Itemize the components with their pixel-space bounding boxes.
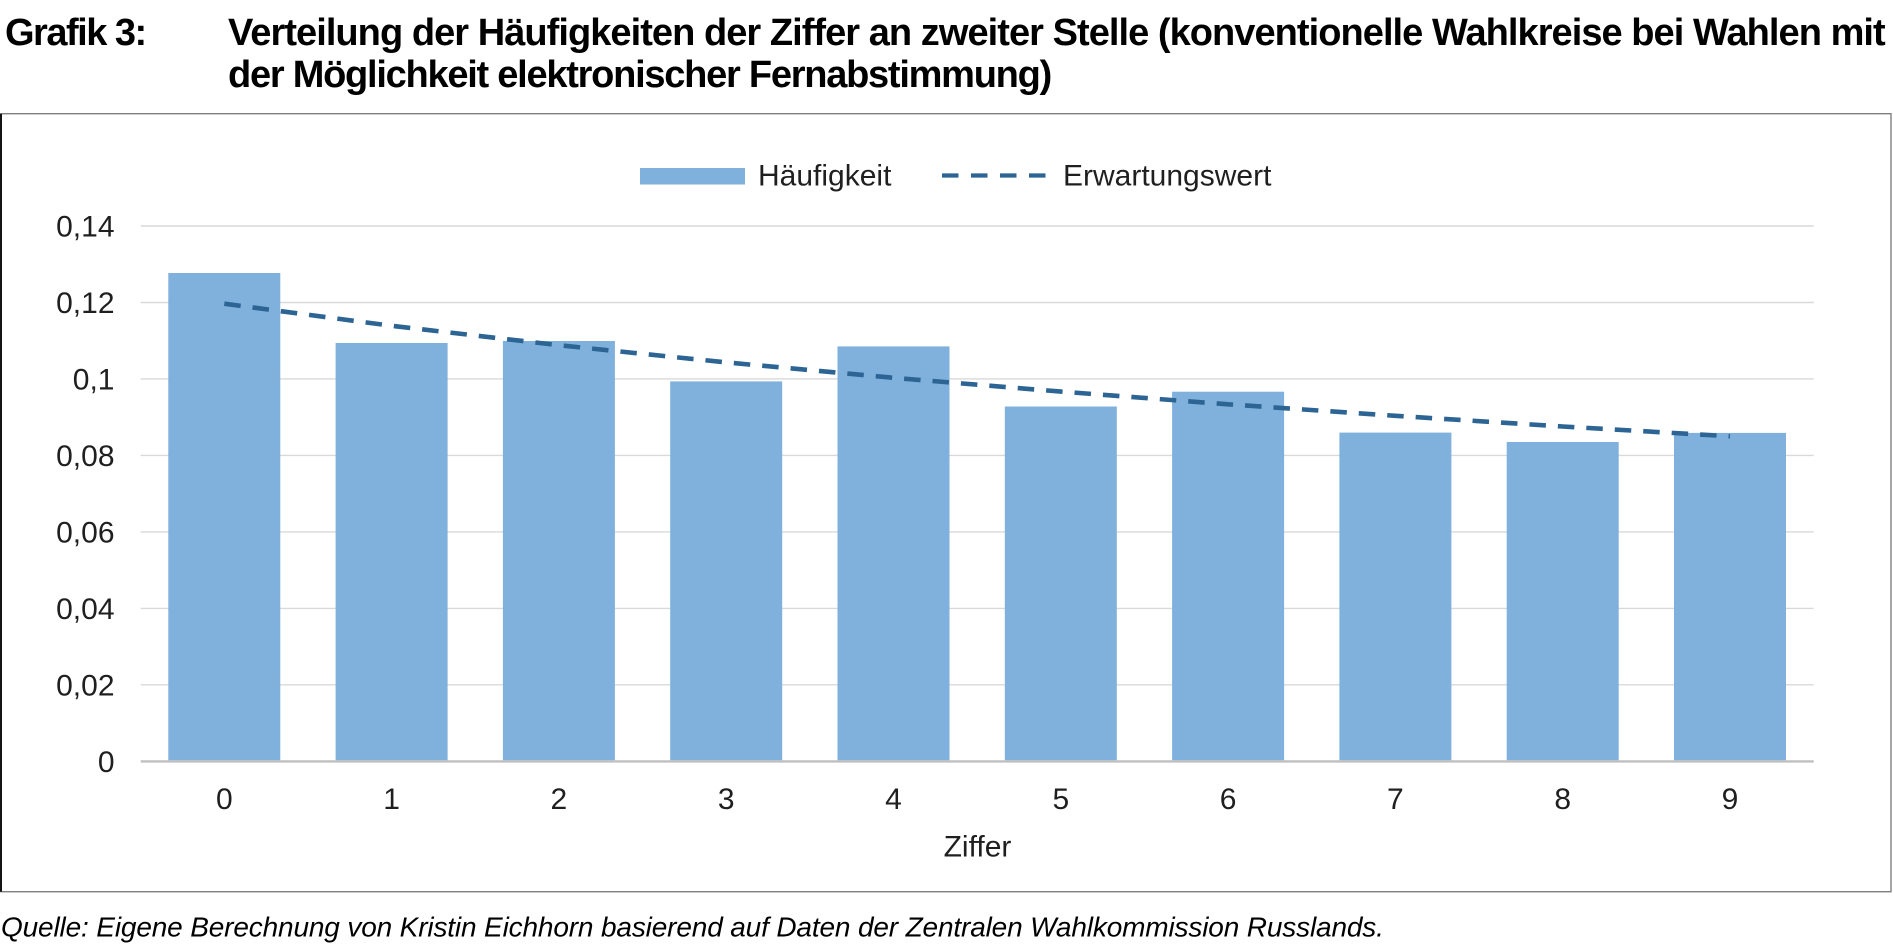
svg-text:1: 1 (383, 783, 400, 816)
svg-text:9: 9 (1722, 783, 1739, 816)
svg-text:0,12: 0,12 (56, 287, 114, 320)
svg-text:0,02: 0,02 (56, 670, 114, 703)
svg-text:0,06: 0,06 (56, 517, 114, 550)
svg-text:0,1: 0,1 (73, 364, 115, 397)
svg-text:der Möglichkeit elektronischer: der Möglichkeit elektronischer Fernabsti… (228, 54, 1051, 96)
svg-text:0,04: 0,04 (56, 593, 114, 626)
svg-text:Grafik 3:: Grafik 3: (5, 12, 146, 54)
svg-text:4: 4 (885, 783, 902, 816)
svg-text:Quelle: Eigene Berechnung von: Quelle: Eigene Berechnung von Kristin Ei… (1, 912, 1384, 943)
svg-text:2: 2 (551, 783, 568, 816)
svg-text:3: 3 (718, 783, 735, 816)
svg-text:Verteilung der Häufigkeiten de: Verteilung der Häufigkeiten der Ziffer a… (228, 12, 1886, 54)
svg-text:Ziffer: Ziffer (944, 831, 1012, 864)
svg-text:0: 0 (98, 746, 115, 779)
svg-text:Erwartungswert: Erwartungswert (1063, 160, 1272, 193)
svg-text:8: 8 (1554, 783, 1571, 816)
svg-text:0: 0 (216, 783, 233, 816)
svg-text:7: 7 (1387, 783, 1404, 816)
svg-text:0,08: 0,08 (56, 440, 114, 473)
svg-text:Häufigkeit: Häufigkeit (758, 160, 892, 193)
svg-text:0,14: 0,14 (56, 211, 114, 244)
svg-text:6: 6 (1220, 783, 1237, 816)
svg-text:5: 5 (1052, 783, 1069, 816)
